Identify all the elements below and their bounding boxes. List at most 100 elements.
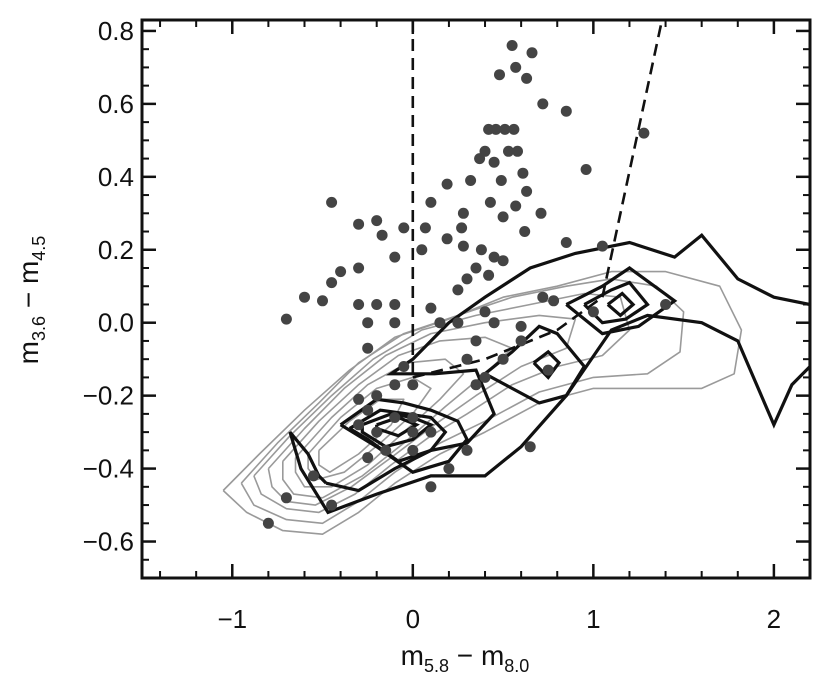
data-point-83 xyxy=(362,404,374,416)
x-label-main2: m xyxy=(481,640,504,671)
y-tick-label: −0.6 xyxy=(83,527,134,557)
scatter-point-group xyxy=(262,40,672,529)
data-point-37 xyxy=(441,233,453,245)
data-point-68 xyxy=(362,317,374,329)
data-point-95 xyxy=(280,492,292,504)
data-point-92 xyxy=(524,441,536,453)
data-point-10 xyxy=(508,123,520,135)
data-point-11 xyxy=(638,127,650,139)
data-point-78 xyxy=(398,361,410,372)
thin-contour-1 xyxy=(240,278,685,525)
data-point-29 xyxy=(519,226,531,237)
data-point-48 xyxy=(596,240,608,252)
data-point-28 xyxy=(497,211,509,223)
data-point-100 xyxy=(407,444,419,456)
data-point-61 xyxy=(434,317,446,329)
data-point-18 xyxy=(441,178,453,190)
data-point-16 xyxy=(488,156,500,168)
data-point-57 xyxy=(425,302,437,314)
data-point-51 xyxy=(326,277,338,289)
dashed-line-group xyxy=(411,20,664,379)
data-point-3 xyxy=(494,69,505,81)
data-point-85 xyxy=(407,412,419,423)
y-label-sub2: 4.5 xyxy=(29,236,49,261)
y-label-main: m xyxy=(13,341,44,364)
y-tick-label: −0.4 xyxy=(83,454,134,484)
y-tick-label: 0.0 xyxy=(98,308,134,338)
tick-labels: −1 0 1 2 0.8 0.6 0.4 0.2 0.0 −0.2 −0.4 −0.6 xyxy=(83,16,781,634)
thin-contour-5 xyxy=(294,358,465,488)
data-point-55 xyxy=(371,299,383,310)
data-point-80 xyxy=(389,379,401,391)
data-point-76 xyxy=(470,379,482,391)
data-point-97 xyxy=(425,481,437,493)
data-point-0 xyxy=(506,40,518,51)
data-point-27 xyxy=(457,207,469,219)
x-tick-label: 2 xyxy=(767,604,781,634)
data-point-67 xyxy=(280,313,292,325)
data-point-4 xyxy=(521,72,533,84)
data-point-14 xyxy=(512,145,523,157)
y-tick-label: 0.2 xyxy=(98,235,134,265)
data-point-82 xyxy=(353,393,365,405)
data-point-26 xyxy=(535,207,547,219)
y-axis-label: m3.6 − m4.5 xyxy=(13,236,49,365)
data-point-101 xyxy=(542,364,554,376)
data-point-1 xyxy=(526,47,538,59)
data-point-17 xyxy=(517,167,529,179)
data-point-36 xyxy=(353,218,365,230)
data-point-69 xyxy=(389,317,401,329)
data-point-50 xyxy=(335,266,347,278)
y-tick-label: 0.4 xyxy=(98,162,134,192)
data-point-33 xyxy=(398,222,410,234)
data-point-60 xyxy=(488,317,500,329)
data-point-74 xyxy=(497,353,509,365)
x-tick-label: 0 xyxy=(406,604,420,634)
data-point-90 xyxy=(380,444,392,456)
thin-contour-7 xyxy=(318,398,405,474)
thick-contour-0 xyxy=(288,232,810,515)
data-point-81 xyxy=(371,390,383,402)
thick-contour-8 xyxy=(583,280,650,325)
data-point-32 xyxy=(419,222,431,234)
x-label-sub2: 8.0 xyxy=(504,656,529,676)
data-point-65 xyxy=(587,306,599,318)
data-point-52 xyxy=(299,291,310,303)
data-point-40 xyxy=(488,251,500,263)
y-label-main2: m xyxy=(13,261,44,284)
data-point-24 xyxy=(484,196,496,208)
data-point-20 xyxy=(495,175,507,186)
thin-contour-0 xyxy=(222,270,743,536)
data-point-38 xyxy=(457,240,469,252)
data-point-44 xyxy=(416,244,428,256)
data-point-77 xyxy=(515,335,527,347)
data-point-42 xyxy=(470,262,482,274)
data-point-91 xyxy=(362,452,374,464)
data-point-9 xyxy=(499,123,511,135)
data-point-63 xyxy=(537,291,549,303)
data-point-86 xyxy=(371,426,383,438)
x-label-sep: − xyxy=(449,640,481,671)
data-point-59 xyxy=(479,306,491,318)
data-point-2 xyxy=(510,61,522,73)
data-point-46 xyxy=(461,273,473,285)
x-label-main: m xyxy=(401,640,424,671)
y-tick-label: 0.6 xyxy=(98,89,134,119)
data-point-25 xyxy=(510,200,522,212)
y-tick-label: −0.2 xyxy=(83,381,134,411)
thick-contour-7 xyxy=(565,266,678,336)
data-point-13 xyxy=(503,145,514,157)
data-point-35 xyxy=(376,229,388,241)
data-point-98 xyxy=(443,463,455,475)
data-point-31 xyxy=(326,196,338,208)
data-point-22 xyxy=(580,164,592,175)
data-point-45 xyxy=(389,251,401,263)
data-point-93 xyxy=(308,470,319,482)
x-label-sub1: 5.8 xyxy=(424,656,449,676)
data-point-39 xyxy=(475,244,487,256)
data-point-75 xyxy=(479,371,491,383)
dashed-line-2 xyxy=(601,20,664,298)
x-tick-label: −1 xyxy=(217,604,247,634)
data-point-47 xyxy=(560,237,572,248)
